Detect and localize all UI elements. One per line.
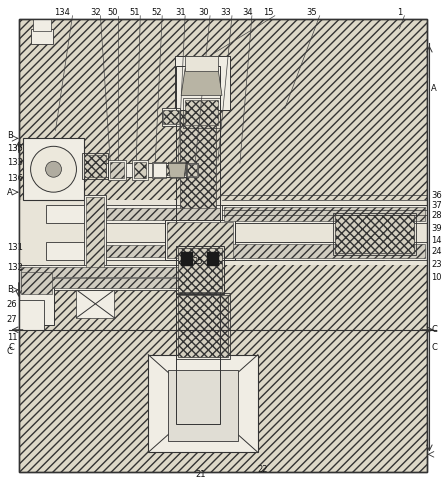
Text: 30: 30: [199, 8, 209, 17]
Bar: [82, 153, 108, 179]
Bar: [132, 160, 148, 180]
Bar: [178, 295, 228, 356]
Text: 25: 25: [193, 257, 203, 267]
Text: C: C: [8, 343, 15, 352]
Bar: [23, 138, 85, 200]
Bar: [86, 197, 105, 288]
Bar: [108, 160, 126, 180]
Bar: [31, 28, 53, 44]
Text: 136: 136: [7, 174, 23, 183]
Bar: [162, 109, 180, 126]
Text: B: B: [7, 285, 12, 295]
Text: C: C: [431, 325, 437, 334]
Text: 23: 23: [431, 260, 442, 270]
Bar: [45, 205, 384, 223]
Bar: [165, 220, 235, 260]
Bar: [134, 162, 146, 178]
Bar: [155, 165, 185, 175]
Text: 134: 134: [55, 8, 70, 17]
Text: C: C: [7, 347, 12, 356]
Bar: [175, 55, 230, 110]
Bar: [187, 164, 197, 176]
Text: 39: 39: [431, 223, 442, 233]
Bar: [19, 300, 44, 330]
Text: 24: 24: [431, 247, 442, 256]
Text: 36: 36: [431, 191, 442, 200]
Bar: [85, 155, 106, 177]
Bar: [106, 163, 186, 177]
Bar: [167, 222, 233, 258]
Bar: [185, 55, 218, 71]
Bar: [19, 270, 53, 325]
Bar: [19, 265, 193, 290]
Text: 33: 33: [221, 8, 231, 17]
Bar: [148, 355, 258, 452]
Text: 11: 11: [7, 333, 17, 342]
Text: C: C: [431, 343, 437, 352]
Bar: [207, 252, 219, 266]
Bar: [163, 110, 179, 124]
Circle shape: [31, 146, 77, 192]
Bar: [20, 267, 191, 277]
Text: 28: 28: [431, 211, 442, 219]
Text: 50: 50: [107, 8, 117, 17]
Bar: [181, 252, 193, 266]
Bar: [335, 215, 414, 253]
Bar: [153, 163, 187, 177]
Text: A: A: [7, 188, 12, 197]
Text: 32: 32: [90, 8, 101, 17]
Text: 35: 35: [307, 8, 317, 17]
Bar: [101, 245, 220, 257]
Polygon shape: [181, 69, 222, 95]
Bar: [260, 245, 360, 257]
Bar: [32, 19, 51, 30]
Text: 34: 34: [243, 8, 253, 17]
Text: 51: 51: [129, 8, 140, 17]
Bar: [176, 293, 230, 358]
Bar: [168, 370, 238, 441]
Text: 22: 22: [258, 465, 268, 474]
Circle shape: [45, 161, 61, 177]
Text: B: B: [7, 131, 12, 140]
Bar: [20, 272, 52, 294]
Bar: [176, 66, 220, 424]
Text: 132: 132: [7, 264, 23, 273]
Text: 14: 14: [431, 236, 442, 245]
Bar: [77, 290, 114, 318]
Bar: [180, 66, 216, 424]
Bar: [185, 101, 218, 125]
Text: 27: 27: [7, 315, 17, 324]
Text: A: A: [431, 84, 437, 93]
Text: 52: 52: [151, 8, 162, 17]
Text: 26: 26: [7, 300, 17, 309]
Bar: [222, 242, 427, 260]
Text: 21: 21: [195, 470, 206, 479]
Text: 10: 10: [431, 273, 442, 282]
Text: 1: 1: [397, 8, 402, 17]
Bar: [186, 163, 198, 177]
Text: 15: 15: [263, 8, 273, 17]
Bar: [152, 162, 166, 178]
Bar: [222, 205, 427, 223]
Bar: [20, 278, 191, 288]
Bar: [178, 248, 222, 292]
Text: 133: 133: [7, 158, 23, 167]
Bar: [101, 208, 220, 220]
Bar: [110, 162, 124, 178]
Text: 37: 37: [431, 201, 442, 210]
Text: 131: 131: [7, 244, 23, 252]
Bar: [85, 195, 106, 290]
Bar: [19, 200, 427, 265]
Bar: [183, 99, 220, 128]
Bar: [333, 213, 417, 255]
Bar: [260, 208, 360, 220]
Polygon shape: [168, 162, 186, 178]
Bar: [224, 207, 425, 221]
Text: 135: 135: [7, 144, 23, 153]
Bar: [224, 244, 425, 258]
Bar: [45, 242, 384, 260]
Bar: [176, 246, 224, 294]
Text: 31: 31: [175, 8, 186, 17]
